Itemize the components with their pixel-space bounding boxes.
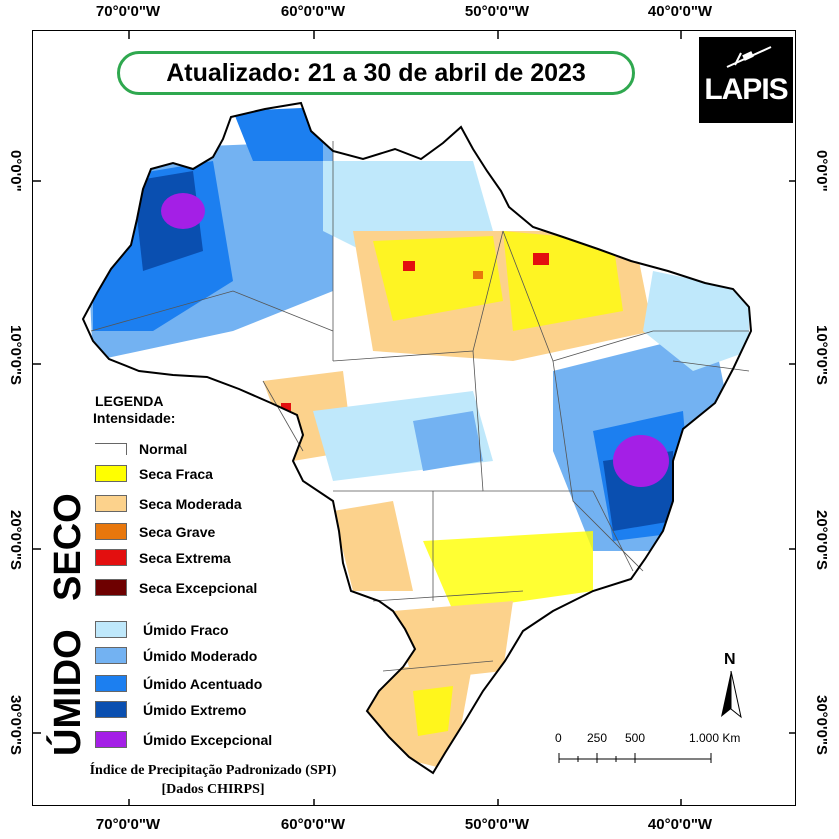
scale-bar: 0 250 500 1.000 Km xyxy=(553,731,753,771)
north-arrow-icon xyxy=(721,671,742,719)
legend-swatch-umido-1 xyxy=(95,647,127,664)
data-source-note: Índice de Precipitação Padronizado (SPI)… xyxy=(53,761,373,799)
brazil-spi-map xyxy=(81,101,753,775)
zone-seca-grave-1 xyxy=(473,271,483,279)
scale-tick-0: 0 xyxy=(555,731,562,745)
legend-label-seco-3: Seca Extrema xyxy=(139,549,231,566)
legend-swatch-umido-0 xyxy=(95,621,127,638)
logo-text: LAPIS xyxy=(704,73,788,106)
legend-label-seco-2: Seca Grave xyxy=(139,523,216,540)
lat-label-right-0: 0°0'0" xyxy=(813,150,830,192)
legend-item-umido-2: Úmido Acentuado xyxy=(95,675,262,692)
legend-swatch-umido-2 xyxy=(95,675,127,692)
lapis-logo: LAPIS xyxy=(699,37,793,123)
scale-tick-250: 250 xyxy=(587,731,608,745)
legend-item-normal: Normal xyxy=(95,441,187,457)
lat-label-left-10s: 10°0'0"S xyxy=(7,325,24,386)
title-box: Atualizado: 21 a 30 de abril de 2023 xyxy=(117,51,635,95)
zone-umido-moderado-center xyxy=(413,411,483,471)
legend-title: LEGENDA xyxy=(95,393,164,409)
zone-umido-excepcional-northwest xyxy=(161,193,205,229)
lon-label-top-50w: 50°0'0"W xyxy=(464,3,530,20)
legend-item-umido-1: Úmido Moderado xyxy=(95,647,257,664)
lat-label-right-10s: 10°0'0"S xyxy=(813,325,830,386)
lon-label-top-70w: 70°0'0"W xyxy=(95,3,161,20)
zone-seca-fraca-rs xyxy=(413,686,453,736)
legend-label-seco-4: Seca Excepcional xyxy=(139,579,258,596)
brazil-outline xyxy=(81,101,753,775)
legend-heading-umido: ÚMIDO xyxy=(47,629,89,756)
legend-item-umido-0: Úmido Fraco xyxy=(95,621,229,638)
legend-label-normal: Normal xyxy=(139,441,188,457)
legend-heading-seco: SECO xyxy=(47,493,89,601)
lon-label-bottom-70w: 70°0'0"W xyxy=(95,816,161,833)
lon-label-top-60w: 60°0'0"W xyxy=(280,3,346,20)
legend-label-umido-3: Úmido Extremo xyxy=(143,701,247,718)
zone-seca-moderada-parana xyxy=(393,601,513,681)
legend-swatch-seco-3 xyxy=(95,549,127,566)
north-arrow: N xyxy=(713,651,753,721)
legend-swatch-umido-3 xyxy=(95,701,127,718)
zone-umido-acentuado-north xyxy=(233,107,323,161)
lat-label-right-20s: 20°0'0"S xyxy=(813,510,830,571)
zone-seca-extrema-2 xyxy=(403,261,415,271)
legend-swatch-umido-4 xyxy=(95,731,127,748)
legend-swatch-seco-1 xyxy=(95,495,127,512)
lat-label-left-0: 0°0'0" xyxy=(7,150,24,192)
state-boundaries xyxy=(90,141,750,672)
legend-label-seco-1: Seca Moderada xyxy=(139,495,242,512)
lon-label-bottom-60w: 60°0'0"W xyxy=(280,816,346,833)
legend-item-seco-4: Seca Excepcional xyxy=(95,579,257,596)
lat-label-left-20s: 20°0'0"S xyxy=(7,510,24,571)
zone-seca-fraca-para xyxy=(373,236,503,321)
legend-swatch-seco-2 xyxy=(95,523,127,540)
legend-item-umido-3: Úmido Extremo xyxy=(95,701,246,718)
legend-swatch-normal xyxy=(95,443,127,455)
legend-swatch-seco-0 xyxy=(95,465,127,482)
legend-item-seco-2: Seca Grave xyxy=(95,523,215,540)
legend-label-umido-4: Úmido Excepcional xyxy=(143,731,273,748)
zone-seca-fraca-sao-paulo xyxy=(423,531,593,611)
lon-label-top-40w: 40°0'0"W xyxy=(647,3,713,20)
lon-label-bottom-40w: 40°0'0"W xyxy=(647,816,713,833)
source-line-1: Índice de Precipitação Padronizado (SPI) xyxy=(89,763,337,778)
scale-tick-1000: 1.000 Km xyxy=(689,731,741,745)
legend-subtitle: Intensidade: xyxy=(93,410,176,426)
legend-item-seco-0: Seca Fraca xyxy=(95,465,213,482)
lon-label-bottom-50w: 50°0'0"W xyxy=(464,816,530,833)
source-line-2: [Dados CHIRPS] xyxy=(161,782,265,797)
legend-label-seco-0: Seca Fraca xyxy=(139,465,213,482)
legend-swatch-seco-4 xyxy=(95,579,127,596)
legend-label-umido-2: Úmido Acentuado xyxy=(143,675,263,692)
zone-seca-extrema-1 xyxy=(533,253,549,265)
legend-item-seco-3: Seca Extrema xyxy=(95,549,231,566)
zone-umido-fraco-northeast xyxy=(643,271,749,371)
legend-item-umido-4: Úmido Excepcional xyxy=(95,731,272,748)
map-title: Atualizado: 21 a 30 de abril de 2023 xyxy=(166,58,586,87)
zone-umido-excepcional-bahia xyxy=(613,435,669,487)
legend-heading: LEGENDA Intensidade: xyxy=(93,393,176,427)
map-frame: Atualizado: 21 a 30 de abril de 2023 LAP… xyxy=(32,30,796,806)
lat-label-right-30s: 30°0'0"S xyxy=(813,695,830,756)
legend-item-seco-1: Seca Moderada xyxy=(95,495,242,512)
scale-tick-500: 500 xyxy=(625,731,646,745)
zone-seca-moderada-ms xyxy=(333,501,413,591)
north-label: N xyxy=(724,651,736,668)
satellite-icon xyxy=(726,46,772,68)
scale-bar-line xyxy=(558,753,712,763)
graticule-ticks xyxy=(33,31,795,805)
lat-label-left-30s: 30°0'0"S xyxy=(7,695,24,756)
legend-label-umido-1: Úmido Moderado xyxy=(143,647,258,664)
legend-label-umido-0: Úmido Fraco xyxy=(143,621,229,638)
